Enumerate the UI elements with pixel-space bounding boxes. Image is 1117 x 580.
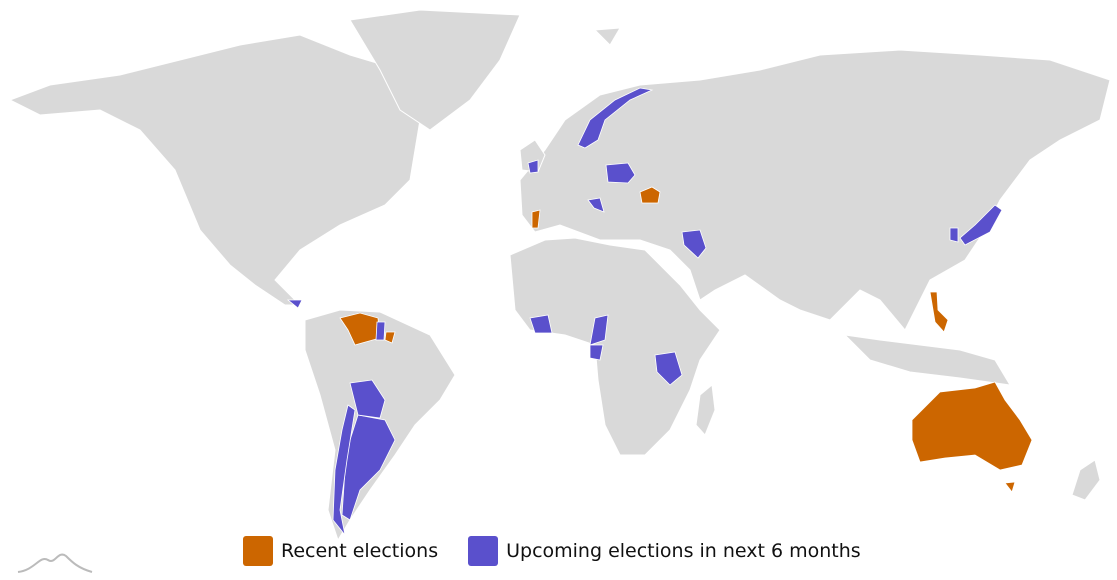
country-japan (959, 204, 1003, 246)
country-australia (911, 381, 1033, 471)
country-norway (577, 87, 654, 149)
legend-item: Recent elections (243, 536, 438, 566)
country-bolivia (349, 379, 386, 419)
country-portugal (531, 209, 541, 229)
legend-swatch (243, 536, 273, 566)
legend: Recent elections Upcoming elections in n… (243, 536, 891, 566)
highlighted-countries (286, 87, 1033, 536)
country-tanzania (654, 351, 683, 386)
country-korea (949, 227, 959, 243)
country-guyana (384, 331, 396, 344)
country-gabon (589, 344, 604, 361)
country-chile (332, 404, 356, 536)
country-croatia (587, 197, 605, 213)
land (8, 9, 1111, 542)
country-cameroon (589, 314, 609, 346)
country-suriname (375, 321, 386, 341)
legend-item: Upcoming elections in next 6 months (468, 536, 861, 566)
legend-swatch (468, 536, 499, 566)
country-ireland (527, 159, 539, 174)
logo (17, 553, 93, 573)
legend-label: Recent elections (281, 540, 439, 562)
country-philippines (929, 291, 949, 333)
country-venezuela (339, 312, 381, 346)
country-romania (639, 186, 661, 204)
country-tasmania (1004, 481, 1016, 493)
country-iraq (681, 229, 707, 259)
country-poland (605, 162, 636, 184)
country-costa-rica (286, 299, 303, 309)
country-ivory-coast (529, 314, 553, 334)
legend-label: Upcoming elections in next 6 months (506, 540, 861, 562)
